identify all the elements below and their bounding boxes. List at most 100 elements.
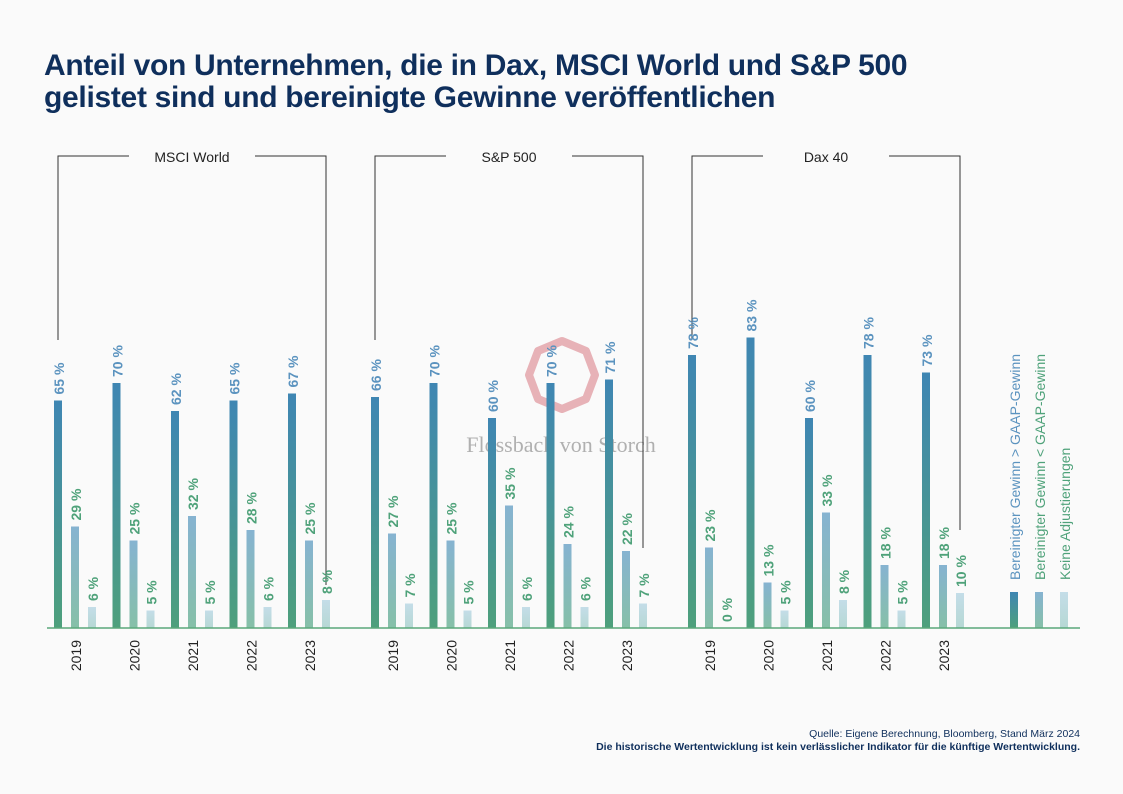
value-label: 66 %	[368, 359, 384, 391]
value-label: 70 %	[110, 345, 126, 377]
bar-2-1-0	[746, 337, 755, 628]
value-label: 24 %	[561, 506, 577, 538]
bar-0-1-1	[129, 540, 138, 628]
bar-0-0-1	[71, 526, 79, 628]
value-label: 35 %	[502, 467, 518, 499]
value-label: 18 %	[936, 527, 952, 559]
value-label: 29 %	[68, 488, 84, 520]
bar-0-2-0	[171, 411, 179, 628]
source-note: Quelle: Eigene Berechnung, Bloomberg, St…	[809, 728, 1080, 740]
value-label: 70 %	[544, 345, 560, 377]
bar-1-3-2	[580, 607, 589, 628]
year-tick-label: 2021	[185, 640, 201, 671]
bar-1-4-2	[639, 603, 647, 628]
bar-2-2-2	[839, 600, 847, 628]
group-bracket-left	[57, 155, 129, 340]
chart-title-line-2: gelistet sind und bereinigte Gewinne ver…	[44, 81, 776, 114]
bar-1-4-1	[622, 551, 630, 628]
bar-0-1-2	[146, 610, 155, 628]
bar-2-2-1	[822, 512, 830, 628]
value-label: 6 %	[261, 576, 277, 601]
value-label: 33 %	[819, 474, 835, 506]
value-label: 28 %	[244, 492, 260, 524]
value-label: 83 %	[744, 299, 760, 331]
bar-1-2-1	[505, 505, 513, 628]
year-tick-label: 2020	[444, 640, 460, 671]
value-label: 78 %	[861, 317, 877, 349]
bar-1-2-0	[488, 418, 496, 628]
bar-0-3-0	[229, 400, 238, 628]
value-label: 62 %	[168, 373, 184, 405]
value-label: 5 %	[895, 580, 911, 605]
value-label: 8 %	[319, 569, 335, 594]
bar-1-3-0	[546, 383, 555, 628]
group-bracket-left	[691, 155, 763, 340]
year-tick-label: 2023	[302, 640, 318, 671]
bar-0-3-2	[263, 607, 272, 628]
chart-title: Anteil von Unternehmen, die in Dax, MSCI…	[44, 50, 1084, 114]
year-tick-label: 2020	[127, 640, 143, 671]
bar-1-2-2	[522, 607, 530, 628]
legend-swatch-0	[1010, 592, 1018, 628]
value-label: 6 %	[578, 576, 594, 601]
value-label: 65 %	[227, 362, 243, 394]
value-label: 73 %	[919, 334, 935, 366]
value-label: 5 %	[202, 580, 218, 605]
group-bracket-right	[255, 155, 327, 585]
value-label: 70 %	[427, 345, 443, 377]
year-tick-label: 2023	[619, 640, 635, 671]
group-label: Dax 40	[804, 149, 849, 165]
bar-2-0-1	[705, 547, 713, 628]
bar-2-3-0	[863, 355, 872, 628]
year-tick-label: 2019	[68, 640, 84, 671]
value-label: 60 %	[485, 380, 501, 412]
year-tick-label: 2019	[385, 640, 401, 671]
bar-0-0-0	[54, 400, 62, 628]
bar-0-2-1	[188, 516, 196, 628]
group-bracket-right	[572, 155, 644, 548]
year-tick-label: 2022	[561, 640, 577, 671]
bar-1-3-1	[563, 544, 572, 628]
bar-0-4-0	[288, 393, 296, 628]
year-tick-label: 2023	[936, 640, 952, 671]
value-label: 67 %	[285, 355, 301, 387]
bar-0-4-1	[305, 540, 313, 628]
value-label: 5 %	[144, 580, 160, 605]
group-bracket-right	[889, 155, 961, 530]
footer: Quelle: Eigene Berechnung, Bloomberg, St…	[596, 728, 1080, 754]
year-tick-label: 2021	[819, 640, 835, 671]
bar-2-3-2	[897, 610, 906, 628]
value-label: 65 %	[51, 362, 67, 394]
bar-1-4-0	[605, 379, 613, 628]
value-label: 25 %	[127, 502, 143, 534]
value-label: 6 %	[519, 576, 535, 601]
legend-label-1: Bereinigter Gewinn < GAAP-Gewinn	[1032, 354, 1048, 580]
bar-1-0-0	[371, 397, 379, 628]
value-label: 6 %	[85, 576, 101, 601]
bar-1-0-1	[388, 533, 396, 628]
bar-1-1-1	[446, 540, 455, 628]
chart-title-line-1: Anteil von Unternehmen, die in Dax, MSCI…	[44, 49, 908, 82]
legend-swatch-1	[1035, 592, 1043, 628]
group-bracket-left	[374, 155, 446, 340]
bar-2-2-0	[805, 418, 813, 628]
bar-0-2-2	[205, 610, 213, 628]
value-label: 71 %	[602, 341, 618, 373]
bar-0-4-2	[322, 600, 330, 628]
value-label: 60 %	[802, 380, 818, 412]
value-label: 7 %	[402, 573, 418, 598]
value-label: 78 %	[685, 317, 701, 349]
bar-2-3-1	[880, 565, 889, 628]
value-label: 25 %	[302, 502, 318, 534]
group-label: S&P 500	[481, 149, 536, 165]
bar-2-4-1	[939, 565, 947, 628]
bar-0-1-0	[112, 383, 121, 628]
value-label: 10 %	[953, 555, 969, 587]
bar-1-1-2	[463, 610, 472, 628]
watermark: Flossbach von Storch	[466, 337, 656, 457]
legend-label-0: Bereinigter Gewinn > GAAP-Gewinn	[1007, 354, 1023, 580]
bar-2-1-2	[780, 610, 789, 628]
value-label: 27 %	[385, 495, 401, 527]
value-label: 22 %	[619, 513, 635, 545]
watermark-logo	[525, 337, 599, 413]
